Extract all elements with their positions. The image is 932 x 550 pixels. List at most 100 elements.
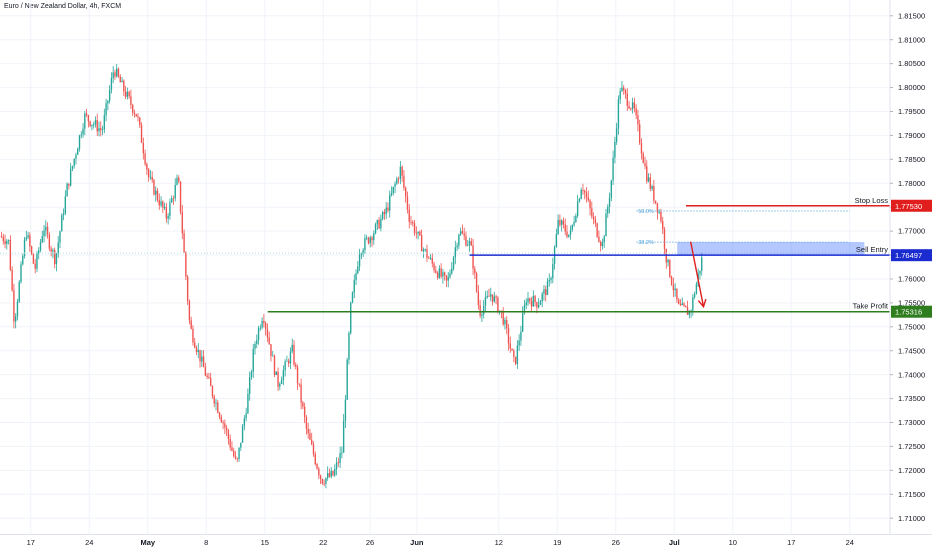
candle-body <box>433 263 435 271</box>
candle-body <box>128 91 130 97</box>
candle-body <box>575 215 577 222</box>
candle-body <box>277 371 279 387</box>
candle-body <box>318 468 320 476</box>
candle-body <box>284 361 286 371</box>
candle-body <box>514 356 517 364</box>
candle-body <box>559 220 561 225</box>
candle-body <box>651 186 653 189</box>
candle-body <box>447 277 449 281</box>
candle-body <box>346 359 348 400</box>
candle-body <box>507 328 510 344</box>
price-tick-label: 1.72000 <box>898 466 925 475</box>
candle-body <box>162 201 164 208</box>
candle-body <box>245 413 247 419</box>
candle-body <box>254 343 256 349</box>
candle-body <box>534 295 536 303</box>
time-axis[interactable]: 17 24 May 8 15 22 26 Jun 12 19 26 Jul 10 17 24 <box>27 538 854 547</box>
candle-body <box>160 201 162 206</box>
candle-body <box>541 293 543 302</box>
candle-body <box>428 257 430 259</box>
candle-body <box>403 175 405 188</box>
candle-body <box>683 303 685 306</box>
candle-body <box>225 427 228 431</box>
candle-body <box>45 226 47 231</box>
candle-body <box>144 153 146 165</box>
chart-title: Euro / New Zealand Dollar, 4h, FXCM <box>4 3 122 10</box>
candle-body <box>614 141 616 158</box>
candle-body <box>493 296 496 302</box>
candle-body <box>48 234 51 249</box>
candle-body <box>323 483 325 485</box>
candle-body <box>287 360 290 364</box>
candle-body <box>472 245 474 269</box>
candle-body <box>348 333 350 360</box>
level-price-tag <box>891 305 932 318</box>
candle-body <box>681 303 683 306</box>
candle-body <box>656 203 659 213</box>
candle-body <box>594 219 597 224</box>
candle-body <box>690 310 692 312</box>
candle-body <box>280 380 283 384</box>
candle-body <box>546 281 549 296</box>
candle-body <box>231 447 233 451</box>
candle-body <box>520 331 522 341</box>
overlays: 50.0% 38.2% Stop Loss Sell Entry Take Profit <box>0 196 890 313</box>
candle-body <box>378 220 380 229</box>
candle-body <box>513 350 515 357</box>
candle-body <box>335 462 338 470</box>
fib-level-label: 38.2% <box>638 240 654 246</box>
level-price-tag <box>891 249 932 262</box>
candle-body <box>213 396 215 404</box>
grid <box>0 0 890 534</box>
candle-body <box>371 237 373 241</box>
candle-body <box>41 236 43 243</box>
candle-body <box>603 236 605 243</box>
candle-body <box>669 259 671 277</box>
candle-body <box>465 235 467 246</box>
candle-body <box>701 257 703 271</box>
candle-body <box>314 454 316 465</box>
candle-body <box>342 421 345 453</box>
candle-body <box>545 289 547 296</box>
time-tick-label: 26 <box>366 538 374 547</box>
candle-body <box>592 216 595 220</box>
candle-body <box>176 177 178 185</box>
candle-body <box>419 231 421 236</box>
candle-body <box>229 439 231 448</box>
candle-body <box>692 297 694 311</box>
candle-body <box>188 301 191 321</box>
candle-body <box>92 124 95 126</box>
candle-body <box>174 184 176 199</box>
price-axis[interactable]: 1.71000 1.71500 1.72000 1.72500 1.73000 1.735… <box>890 11 925 523</box>
candle-body <box>552 264 554 279</box>
candle-body <box>369 237 371 244</box>
price-tick-label: 1.79000 <box>898 131 925 140</box>
candle-body <box>319 475 322 480</box>
candle-body <box>420 235 423 252</box>
candle-body <box>135 113 137 117</box>
candle-body <box>410 221 412 223</box>
candle-body <box>52 250 54 252</box>
candle-body <box>477 291 480 306</box>
candle-body <box>482 305 485 315</box>
level-name-label: Stop Loss <box>855 196 889 205</box>
candle-body <box>440 268 442 277</box>
candle-body <box>256 340 258 344</box>
candle-body <box>14 316 17 322</box>
candle-body <box>39 242 42 251</box>
candle-body <box>532 295 535 307</box>
price-tick-label: 1.72500 <box>898 442 925 451</box>
candle-body <box>163 206 166 208</box>
time-tick-label: 12 <box>495 538 503 547</box>
candle-body <box>66 183 68 197</box>
candle-body <box>355 273 357 281</box>
candle-body <box>623 87 625 91</box>
candle-body <box>296 366 299 384</box>
candle-body <box>316 464 318 469</box>
time-tick-label: Jun <box>410 538 424 547</box>
candle-body <box>252 348 254 372</box>
candle-body <box>591 208 593 217</box>
candle-body <box>578 198 581 202</box>
price-tick-label: 1.78500 <box>898 155 925 164</box>
